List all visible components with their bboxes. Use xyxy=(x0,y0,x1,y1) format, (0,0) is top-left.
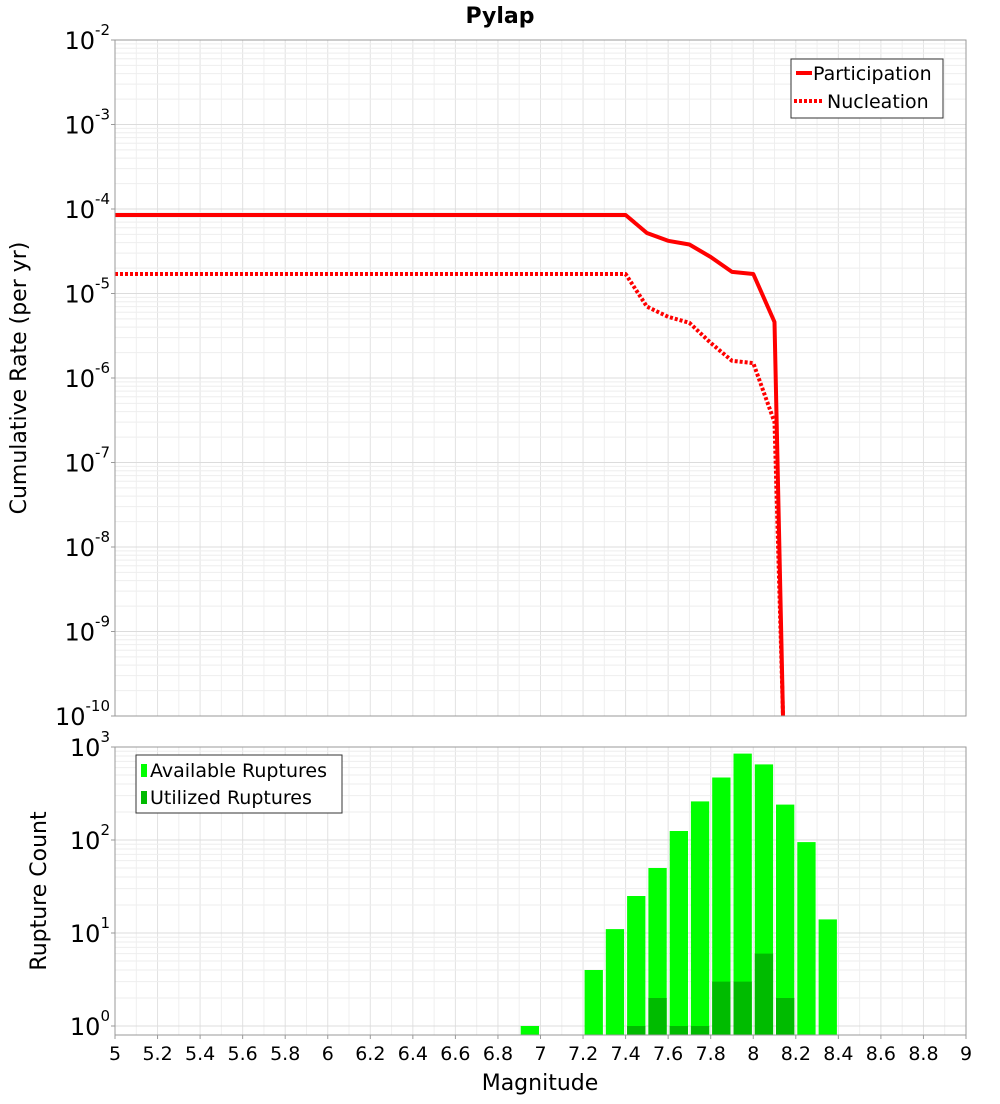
top-y-tick-label: 10-7 xyxy=(64,444,110,478)
top-plot-grid xyxy=(114,40,967,717)
top-y-tick-label: 10-9 xyxy=(64,613,110,647)
bottom-plot-bars xyxy=(520,753,837,1035)
x-tick-label: 8.8 xyxy=(908,1043,938,1065)
utilized-bar xyxy=(712,981,731,1035)
x-tick-label: 5.2 xyxy=(142,1043,172,1065)
utilized-bar xyxy=(690,1026,710,1035)
bottom-x-tick-labels: 5 5.2 5.4 5.6 5.8 6 6.2 6.4 6.6 6.8 7 7.2 7.4 7.6 7.8 8… xyxy=(109,1035,972,1065)
chart-title: Pylap xyxy=(465,4,534,29)
available-bar xyxy=(584,970,603,1035)
available-bar xyxy=(776,804,795,1035)
legend-available-swatch xyxy=(141,764,147,777)
top-legend: Participation Nucleation xyxy=(790,58,944,119)
top-y-tick-label: 10-10 xyxy=(55,697,110,731)
available-bar xyxy=(669,831,688,1035)
x-tick-label: 9 xyxy=(960,1043,972,1065)
available-bar xyxy=(605,929,625,1035)
top-plot-series xyxy=(115,213,785,716)
bottom-legend-box xyxy=(135,754,343,814)
bottom-y-tick-label: 102 xyxy=(70,821,110,855)
legend-utilized-label: Utilized Ruptures xyxy=(150,787,312,809)
x-tick-label: 5.6 xyxy=(228,1043,258,1065)
available-bar xyxy=(648,868,667,1035)
x-tick-label: 5 xyxy=(109,1043,121,1065)
x-tick-label: 6.8 xyxy=(483,1043,513,1065)
series-line-participation xyxy=(115,213,785,716)
utilized-bar xyxy=(754,953,774,1035)
legend-nucleation-label: Nucleation xyxy=(827,91,929,113)
top-legend-box xyxy=(790,58,944,119)
bottom-legend: Available Ruptures Utilized Ruptures xyxy=(135,754,343,814)
utilized-bar xyxy=(733,981,752,1035)
utilized-bar xyxy=(776,998,795,1035)
bottom-y-tick-label: 101 xyxy=(70,914,110,948)
bottom-y-tick-label: 100 xyxy=(70,1007,110,1041)
x-tick-label: 8.4 xyxy=(823,1043,853,1065)
bottom-y-tick-label: 103 xyxy=(70,728,110,762)
top-y-tick-label: 10-2 xyxy=(64,21,110,55)
bottom-y-tick-labels: 103 102 101 100 xyxy=(70,728,115,1041)
x-tick-label: 6.6 xyxy=(440,1043,470,1065)
bottom-y-axis-label: Rupture Count xyxy=(27,811,52,971)
available-bar xyxy=(818,919,837,1035)
x-tick-label: 6 xyxy=(322,1043,334,1065)
top-y-tick-label: 10-8 xyxy=(64,528,110,562)
top-y-tick-label: 10-6 xyxy=(64,359,110,393)
x-tick-label: 8 xyxy=(747,1043,759,1065)
x-tick-label: 8.6 xyxy=(866,1043,896,1065)
legend-participation-label: Participation xyxy=(813,63,932,85)
x-tick-label: 7.4 xyxy=(610,1043,640,1065)
utilized-bar xyxy=(648,998,667,1035)
top-y-tick-labels: 10-2 10-3 10-4 10-5 10-6 10-7 10-8 10-9 10-10 xyxy=(55,21,115,731)
top-y-tick-label: 10-5 xyxy=(64,275,110,309)
x-tick-label: 5.8 xyxy=(270,1043,300,1065)
x-axis-label: Magnitude xyxy=(482,1071,599,1096)
x-tick-label: 5.4 xyxy=(185,1043,215,1065)
legend-available-label: Available Ruptures xyxy=(150,760,327,782)
x-tick-label: 7 xyxy=(534,1043,546,1065)
x-tick-label: 7.2 xyxy=(568,1043,598,1065)
top-y-tick-label: 10-3 xyxy=(64,106,110,140)
x-tick-label: 8.2 xyxy=(781,1043,811,1065)
legend-utilized-swatch xyxy=(141,791,147,804)
series-line-nucleation xyxy=(115,272,785,716)
utilized-bar xyxy=(627,1026,646,1035)
utilized-bar xyxy=(669,1026,688,1035)
x-tick-label: 6.2 xyxy=(355,1043,385,1065)
available-bar xyxy=(797,842,816,1035)
available-bar xyxy=(520,1026,539,1035)
top-y-axis-label: Cumulative Rate (per yr) xyxy=(7,242,32,515)
available-bar xyxy=(712,777,731,1035)
available-bar xyxy=(733,753,752,1035)
x-tick-label: 7.8 xyxy=(696,1043,726,1065)
x-tick-label: 7.6 xyxy=(653,1043,683,1065)
available-bar xyxy=(690,801,710,1035)
top-y-tick-label: 10-4 xyxy=(64,190,110,224)
x-tick-label: 6.4 xyxy=(398,1043,428,1065)
available-bar xyxy=(627,896,646,1035)
